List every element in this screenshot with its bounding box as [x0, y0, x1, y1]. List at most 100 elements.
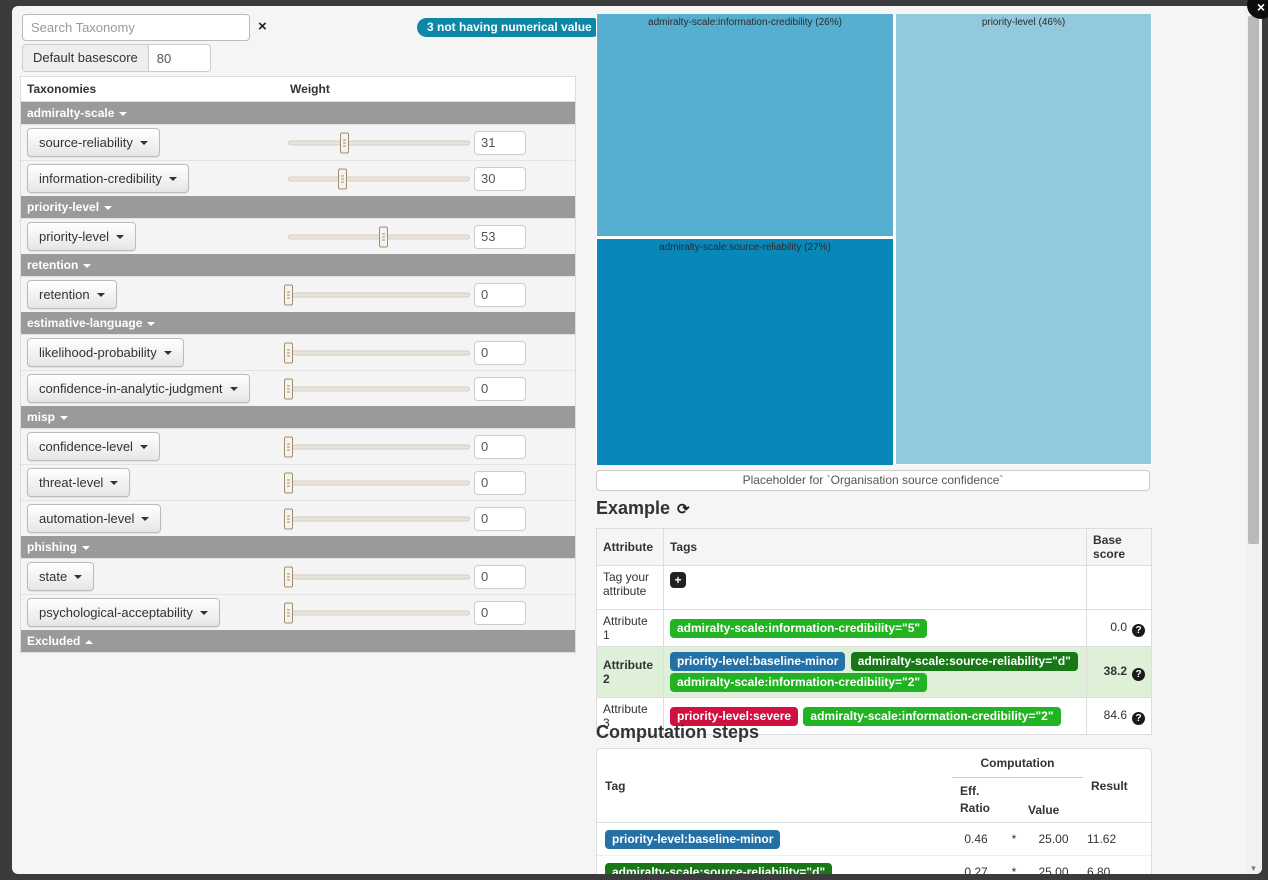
caret-down-icon	[74, 574, 83, 579]
taxonomy-dropdown-automation-level[interactable]: automation-level	[27, 504, 162, 533]
caret-down-icon	[147, 321, 156, 326]
group-header-priority-level[interactable]: priority-level	[21, 196, 575, 218]
weight-input[interactable]	[474, 282, 527, 307]
slider-handle[interactable]	[284, 284, 294, 305]
slider-handle[interactable]	[338, 168, 348, 189]
weight-column-header: Weight	[290, 82, 330, 96]
weight-slider[interactable]	[284, 602, 471, 623]
group-header-excluded[interactable]: Excluded	[21, 630, 575, 652]
tag-pill: priority-level:severe	[669, 706, 799, 726]
treemap-cell-information-credibility[interactable]: admiralty-scale:information-credibility …	[597, 14, 893, 236]
slider-handle[interactable]	[284, 378, 294, 399]
taxonomy-cell: source-reliability	[21, 128, 288, 157]
tag-your-attribute-row: Tag your attribute +	[596, 565, 1152, 610]
value-column-header: Value	[1028, 803, 1060, 817]
tag-pill: admiralty-scale:source-reliability="d"	[605, 862, 833, 874]
weight-slider[interactable]	[284, 566, 471, 587]
weight-slider[interactable]	[284, 508, 471, 529]
base-score-column-header: Base score	[1086, 528, 1152, 566]
weight-cell	[284, 277, 575, 312]
vertical-scrollbar[interactable]: ▲ ▼	[1245, 6, 1262, 874]
weight-slider[interactable]	[288, 226, 471, 247]
eff-ratio-cell: 0.27	[964, 865, 988, 874]
score-value: 0.0	[1110, 619, 1127, 634]
score-cell: 84.6?	[1086, 697, 1152, 735]
attribute-1-row: Attribute 1 admiralty-scale:information-…	[596, 609, 1152, 647]
slider-handle[interactable]	[284, 566, 294, 587]
group-label: priority-level	[27, 200, 100, 214]
score-value: 84.6	[1103, 707, 1127, 722]
result-cell: 11.62	[1087, 832, 1117, 846]
weight-input[interactable]	[474, 434, 527, 459]
slider-handle[interactable]	[284, 602, 294, 623]
taxonomy-dropdown-source-reliability[interactable]: source-reliability	[27, 128, 160, 157]
weight-input[interactable]	[474, 166, 527, 191]
dialog-close-button[interactable]: ×	[1247, 0, 1268, 19]
group-header-phishing[interactable]: phishing	[21, 536, 575, 558]
group-header-admiralty-scale[interactable]: admiralty-scale	[21, 102, 575, 124]
weight-slider[interactable]	[284, 342, 471, 363]
eff-label: Eff.	[960, 784, 980, 798]
search-input[interactable]	[22, 14, 250, 41]
taxonomy-dropdown-retention[interactable]: retention	[27, 280, 117, 309]
weight-slider[interactable]	[284, 284, 471, 305]
weight-input[interactable]	[474, 564, 527, 589]
weight-slider[interactable]	[284, 472, 471, 493]
taxonomy-dropdown-threat-level[interactable]: threat-level	[27, 468, 131, 497]
add-tag-button[interactable]: +	[669, 572, 686, 588]
numerical-value-badge: 3 not having numerical value	[417, 18, 602, 37]
taxonomy-dropdown-state[interactable]: state	[27, 562, 95, 591]
weight-input[interactable]	[474, 506, 527, 531]
caret-down-icon	[141, 516, 150, 521]
group-header-misp[interactable]: misp	[21, 406, 575, 428]
default-basescore-label: Default basescore	[22, 44, 149, 72]
group-label: phishing	[27, 540, 77, 554]
weight-input[interactable]	[474, 470, 527, 495]
weight-slider[interactable]	[284, 436, 471, 457]
treemap-cell-source-reliability[interactable]: admiralty-scale:source-reliability (27%)	[597, 239, 893, 465]
refresh-icon[interactable]: ⟳	[677, 501, 690, 518]
clear-search-icon[interactable]: ×	[258, 18, 267, 35]
tags-column-header: Tags	[662, 528, 1088, 566]
treemap-cell-priority-level[interactable]: priority-level (46%)	[896, 14, 1151, 464]
eff-ratio-cell: 0.46	[964, 832, 988, 846]
tag-column-header: Tag	[605, 778, 626, 793]
taxonomy-cell: information-credibility	[21, 164, 288, 193]
question-icon[interactable]: ?	[1132, 711, 1145, 725]
slider-handle[interactable]	[284, 472, 294, 493]
taxonomy-dropdown-information-credibility[interactable]: information-credibility	[27, 164, 189, 193]
weight-input[interactable]	[474, 376, 527, 401]
taxonomy-row-threat-level: threat-level	[21, 464, 575, 500]
weight-slider[interactable]	[284, 378, 471, 399]
group-header-estimative-language[interactable]: estimative-language	[21, 312, 575, 334]
slider-handle[interactable]	[379, 226, 389, 247]
weight-slider[interactable]	[288, 132, 471, 153]
weight-cell	[284, 335, 575, 370]
dropdown-label: psychological-acceptability	[39, 605, 193, 620]
taxonomy-row-source-reliability: source-reliability	[21, 124, 575, 160]
group-header-retention[interactable]: retention	[21, 254, 575, 276]
weight-input[interactable]	[474, 600, 527, 625]
group-label: Excluded	[27, 634, 81, 648]
slider-handle[interactable]	[339, 132, 349, 153]
slider-handle[interactable]	[284, 436, 294, 457]
slider-handle[interactable]	[284, 508, 294, 529]
scroll-down-icon[interactable]: ▼	[1249, 864, 1258, 873]
dropdown-label: threat-level	[39, 475, 104, 490]
taxonomy-dropdown-confidence-in-analytic-judgment[interactable]: confidence-in-analytic-judgment	[27, 374, 250, 403]
operator-column-spacer	[1000, 778, 1028, 822]
slider-handle[interactable]	[284, 342, 294, 363]
scrollbar-thumb[interactable]	[1248, 16, 1259, 544]
taxonomy-dropdown-likelihood-probability[interactable]: likelihood-probability	[27, 338, 184, 367]
taxonomy-dropdown-psychological-acceptability[interactable]: psychological-acceptability	[27, 598, 220, 627]
default-basescore-input[interactable]	[148, 44, 211, 72]
weight-slider[interactable]	[288, 168, 471, 189]
weight-input[interactable]	[474, 340, 527, 365]
weight-input[interactable]	[474, 224, 527, 249]
question-icon[interactable]: ?	[1132, 623, 1145, 637]
taxonomy-dropdown-priority-level[interactable]: priority-level	[27, 222, 137, 251]
taxonomy-dropdown-confidence-level[interactable]: confidence-level	[27, 432, 160, 461]
question-icon[interactable]: ?	[1132, 667, 1145, 681]
dropdown-label: information-credibility	[39, 171, 162, 186]
weight-input[interactable]	[474, 130, 527, 155]
